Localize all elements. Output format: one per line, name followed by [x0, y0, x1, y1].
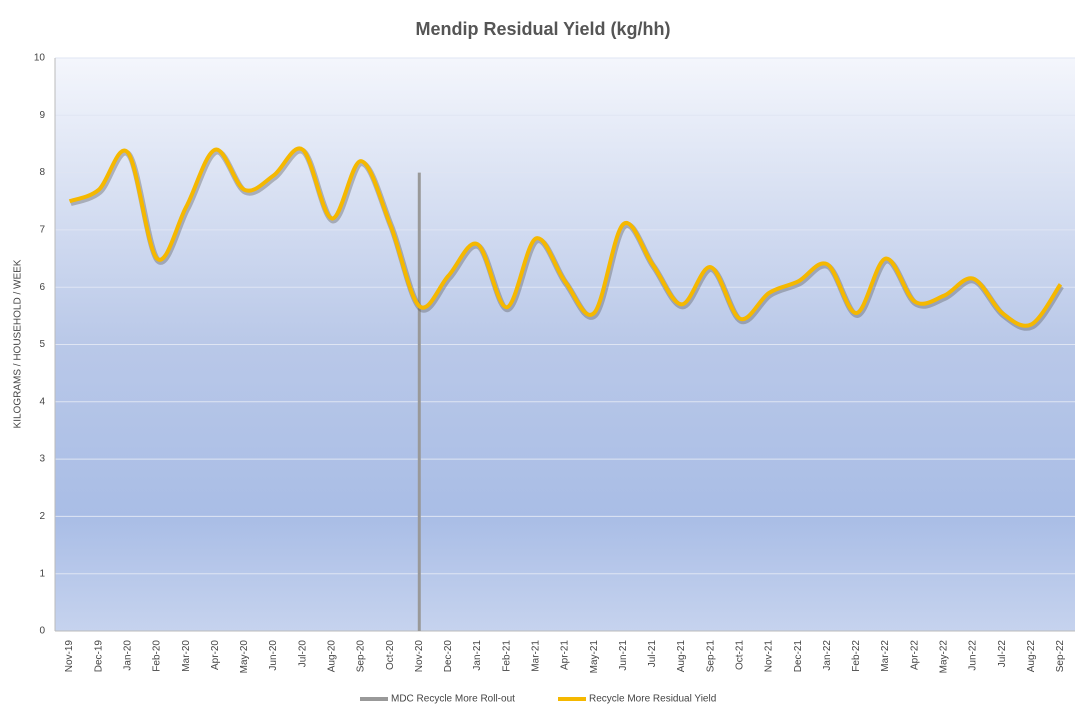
legend-label: Recycle More Residual Yield	[589, 694, 716, 705]
x-tick-label: Nov-19	[64, 640, 75, 673]
x-tick-label: Oct-21	[734, 640, 745, 670]
x-tick-label: Aug-20	[326, 640, 337, 673]
x-tick-label: Mar-22	[880, 640, 891, 672]
legend-swatch	[558, 697, 586, 701]
y-tick-label: 1	[39, 568, 45, 579]
x-tick-label: May-22	[938, 640, 949, 674]
x-tick-label: May-20	[239, 640, 250, 674]
x-tick-label: Jul-20	[297, 640, 308, 668]
y-tick-label: 3	[39, 454, 45, 465]
y-tick-label: 9	[39, 110, 45, 121]
x-tick-label: Jan-20	[122, 640, 133, 671]
x-tick-label: Mar-20	[181, 640, 192, 672]
series-line	[68, 146, 1063, 328]
x-tick-label: Jun-22	[968, 640, 979, 671]
legend-swatch	[360, 697, 388, 701]
y-tick-label: 10	[34, 53, 46, 64]
x-tick-label: Feb-20	[152, 640, 163, 672]
y-tick-label: 4	[39, 396, 45, 407]
x-tick-label: Aug-21	[676, 640, 687, 673]
x-tick-label: Jan-22	[822, 640, 833, 671]
legend-label: MDC Recycle More Roll-out	[391, 694, 515, 705]
y-axis-label: KILOGRAMS / HOUSEHOLD / WEEK	[13, 259, 24, 428]
x-tick-label: Sep-22	[1055, 640, 1066, 673]
y-tick-label: 5	[39, 339, 45, 350]
y-tick-label: 8	[39, 167, 45, 178]
x-tick-label: Jul-22	[997, 640, 1008, 668]
x-tick-label: Nov-21	[764, 640, 775, 673]
x-tick-label: Apr-22	[909, 640, 920, 670]
x-tick-label: Jun-21	[618, 640, 629, 671]
x-tick-label: Sep-21	[705, 640, 716, 673]
x-tick-label: Dec-19	[93, 640, 104, 673]
x-tick-label: Dec-20	[443, 640, 454, 673]
x-tick-label: Sep-20	[356, 640, 367, 673]
x-tick-label: Dec-21	[793, 640, 804, 673]
y-tick-label: 6	[39, 282, 45, 293]
x-tick-label: Jan-21	[472, 640, 483, 671]
x-tick-label: Jul-21	[647, 640, 658, 668]
x-tick-label: Aug-22	[1026, 640, 1037, 673]
x-tick-label: Mar-21	[530, 640, 541, 672]
x-tick-label: Feb-22	[851, 640, 862, 672]
y-tick-label: 2	[39, 511, 45, 522]
y-tick-label: 0	[39, 626, 45, 637]
y-tick-label: 7	[39, 225, 45, 236]
x-tick-label: Jun-20	[268, 640, 279, 671]
chart-title: Mendip Residual Yield (kg/hh)	[415, 19, 670, 39]
x-tick-label: Feb-21	[501, 640, 512, 672]
x-tick-label: Apr-20	[210, 640, 221, 670]
x-tick-label: Oct-20	[385, 640, 396, 670]
x-tick-label: Apr-21	[560, 640, 571, 670]
x-tick-label: Nov-20	[414, 640, 425, 673]
x-tick-label: May-21	[589, 640, 600, 674]
